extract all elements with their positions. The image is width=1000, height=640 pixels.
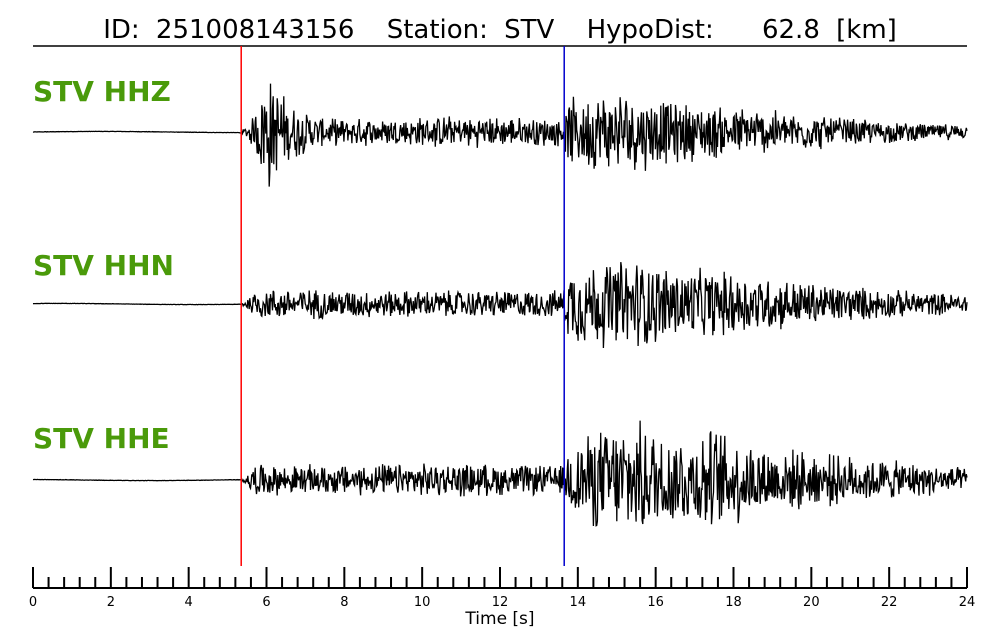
x-tick-label: 0 [29,595,37,610]
x-axis: 0 2 4 6 8 10 12 14 16 18 20 22 24 [29,567,975,610]
x-axis-label: Time [s] [464,609,534,629]
title-id-label: ID: [103,15,139,45]
figure-title: ID: 251008143156 Station: STV HypoDist: … [103,15,897,45]
title-dist-value: 62.8 [762,15,820,45]
trace-label-hhe: STV HHE [33,422,170,455]
title-id-value: 251008143156 [156,15,355,45]
x-tick-label: 8 [340,595,348,610]
trace-stv-hhn [32,262,968,349]
x-tick-label: 10 [414,595,431,610]
x-tick-label: 4 [185,595,193,610]
x-tick-label: 16 [647,595,664,610]
traces-group [32,83,968,527]
x-tick-label: 12 [492,595,509,610]
x-tick-label: 2 [107,595,115,610]
picks-group [240,46,565,566]
x-tick-label: 24 [959,595,976,610]
x-tick-label: 6 [262,595,270,610]
trace-label-hhz: STV HHZ [33,75,171,108]
trace-stv-hhz [32,83,968,187]
x-tick-label: 20 [803,595,820,610]
title-station-value: STV [504,15,554,45]
title-station-label: Station: [387,15,488,45]
trace-stv-hhe [32,420,968,527]
trace-label-hhn: STV HHN [33,249,174,282]
x-tick-label: 18 [725,595,742,610]
x-tick-label: 22 [881,595,898,610]
title-dist-label: HypoDist: [587,15,714,45]
title-dist-unit: [km] [836,15,897,45]
x-tick-label: 14 [570,595,587,610]
